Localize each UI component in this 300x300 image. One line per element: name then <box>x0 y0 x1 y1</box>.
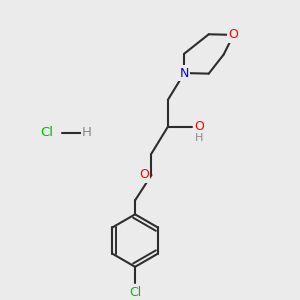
Text: Cl: Cl <box>40 126 54 139</box>
Text: H: H <box>82 126 92 139</box>
Text: O: O <box>194 120 204 133</box>
Text: O: O <box>139 169 149 182</box>
Text: H: H <box>195 133 203 143</box>
Text: O: O <box>229 28 238 41</box>
Text: N: N <box>180 67 189 80</box>
Text: Cl: Cl <box>129 286 141 299</box>
